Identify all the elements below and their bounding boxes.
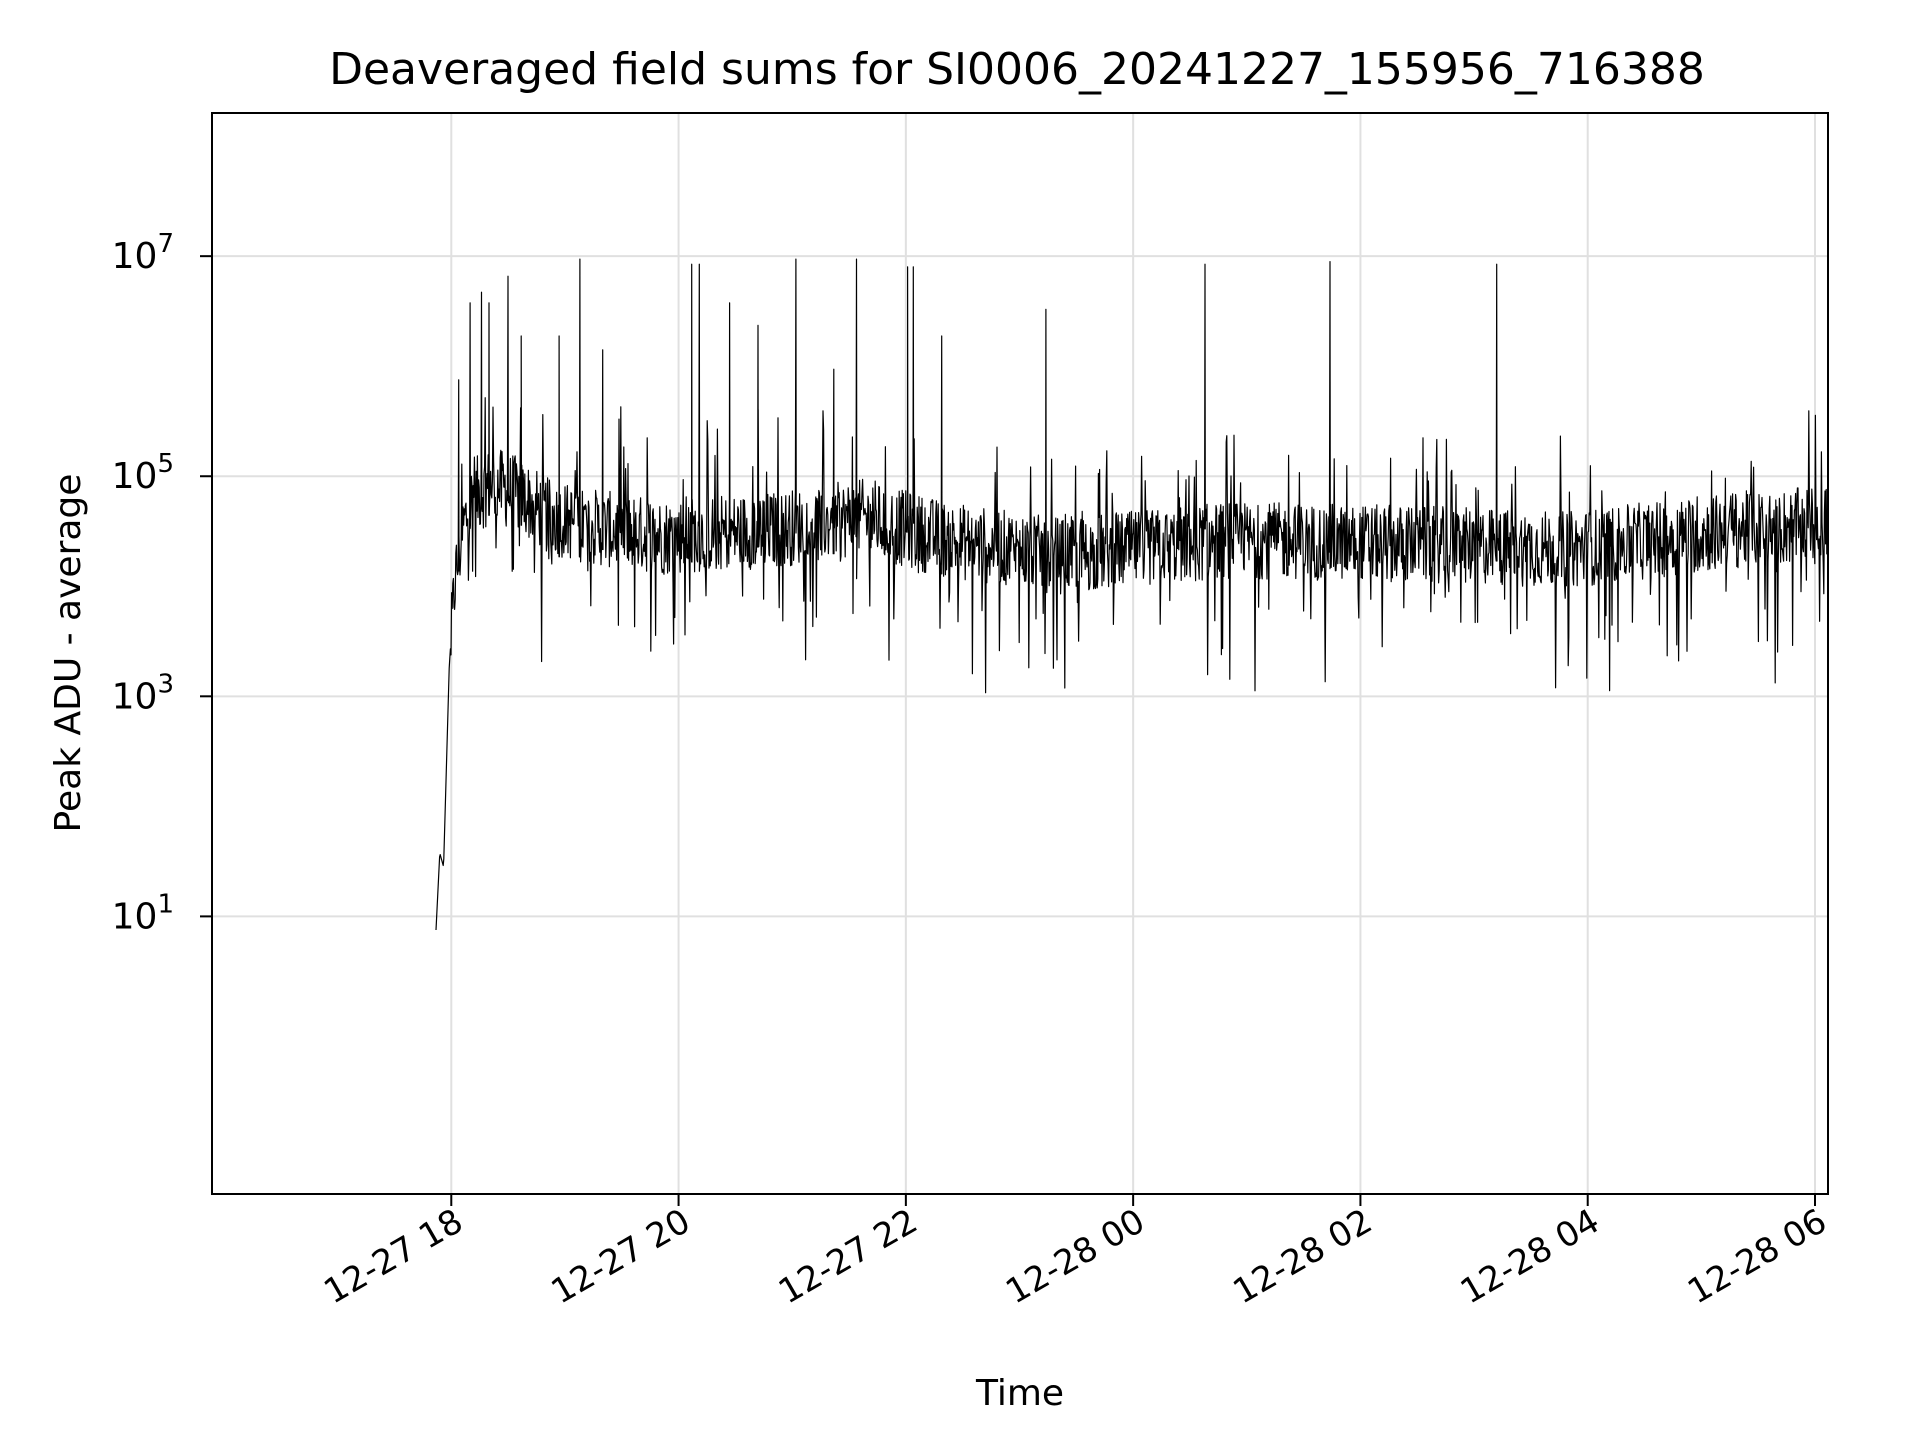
y-axis-label: Peak ADU - average [48, 474, 89, 833]
y-tick-label: 105 [112, 449, 174, 497]
y-tick-label: 101 [112, 889, 174, 937]
data-layer [435, 258, 1828, 931]
grid-lines [212, 113, 1828, 1194]
chart-title: Deaveraged field sums for SI0006_2024122… [329, 44, 1705, 95]
data-series-line [435, 258, 1828, 931]
y-tick-label: 103 [112, 669, 174, 717]
y-tick-label: 107 [112, 229, 174, 277]
plot-area [435, 258, 1828, 931]
plot-frame [211, 112, 1829, 1195]
x-axis-label: Time [975, 1373, 1064, 1414]
